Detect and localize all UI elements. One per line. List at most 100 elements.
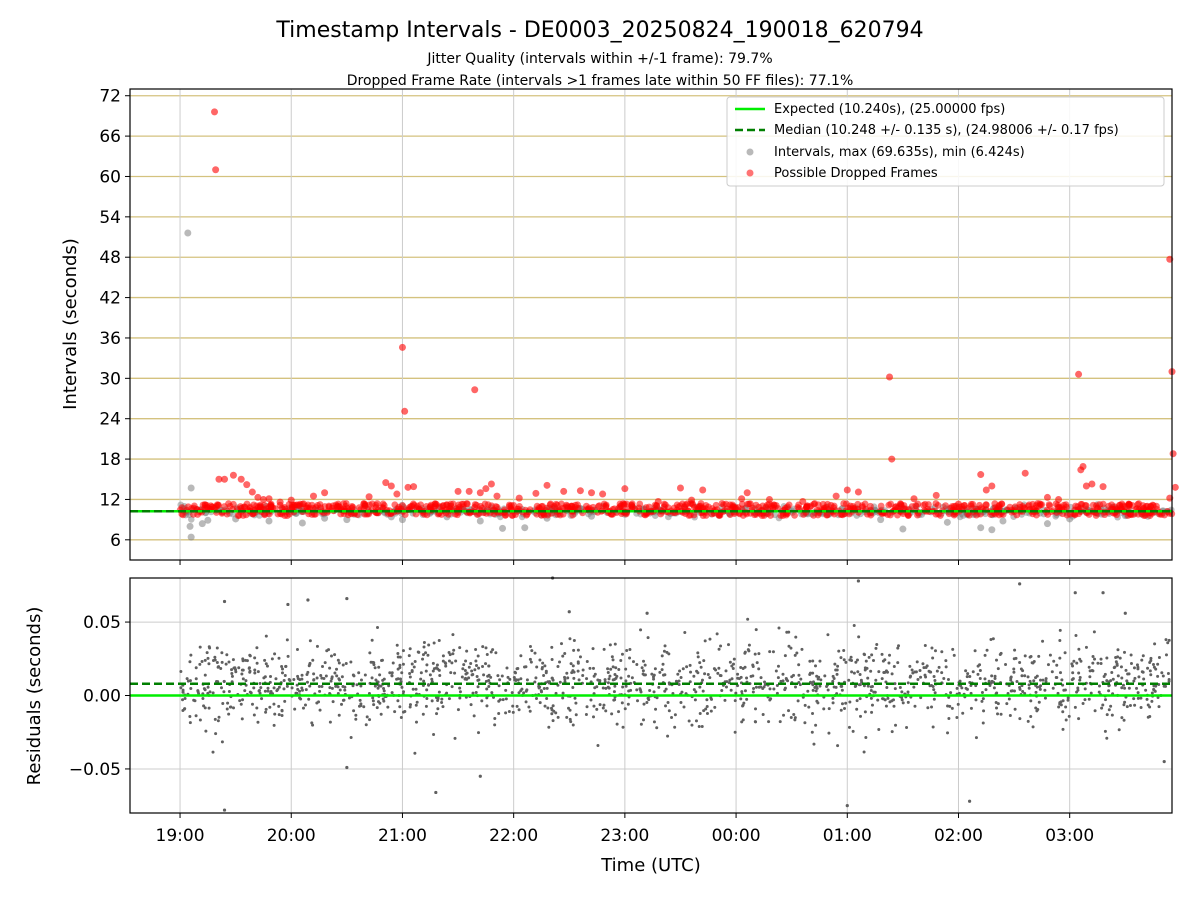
legend-intervals-label: Intervals, max (69.635s), min (6.424s) — [774, 145, 1025, 160]
residual-point — [1037, 700, 1041, 704]
residual-point — [1039, 684, 1043, 688]
residual-point — [1148, 714, 1152, 718]
residual-point — [396, 667, 400, 671]
residual-point — [516, 678, 520, 682]
residual-point — [983, 677, 987, 681]
residual-point — [999, 712, 1003, 716]
residual-point — [727, 681, 731, 685]
residual-point — [944, 665, 948, 669]
residual-point — [719, 644, 723, 648]
residual-point — [1026, 719, 1030, 723]
residual-point — [950, 706, 954, 710]
residual-point — [921, 662, 925, 666]
residual-point — [595, 707, 599, 711]
interval-point — [988, 526, 996, 534]
residual-point — [1066, 698, 1070, 702]
residual-point — [689, 670, 693, 674]
residual-point — [784, 677, 788, 681]
residual-point — [545, 696, 549, 700]
residual-point — [425, 696, 429, 700]
dropped-frame-point — [699, 486, 707, 494]
residual-point — [283, 673, 287, 677]
residual-point — [572, 676, 576, 680]
residual-point — [358, 698, 362, 702]
residual-point — [543, 664, 547, 668]
dropped-frame-point — [235, 511, 243, 519]
residual-point — [831, 696, 835, 700]
dropped-frame-point — [1129, 502, 1136, 509]
dropped-frame-point — [1055, 495, 1063, 503]
residual-point — [606, 670, 610, 674]
residual-point — [789, 715, 793, 719]
residual-point — [1102, 675, 1106, 679]
residual-point — [1162, 759, 1166, 764]
residual-point — [839, 708, 843, 712]
residual-point — [318, 708, 322, 712]
residual-point — [1091, 669, 1095, 673]
residual-point — [399, 715, 403, 719]
residual-point — [1035, 674, 1039, 678]
dropped-frame-point — [1035, 502, 1043, 510]
residual-point — [312, 672, 316, 676]
residual-point — [771, 650, 775, 654]
residual-point — [754, 707, 758, 711]
residual-point — [215, 660, 219, 664]
residual-point — [490, 691, 494, 695]
legend-intervals-marker — [746, 148, 754, 156]
residual-point — [400, 685, 404, 689]
dropped-frame-point — [1171, 483, 1179, 491]
dropped-frame-point — [767, 512, 774, 519]
residual-point — [230, 674, 234, 678]
residual-point — [892, 665, 896, 669]
residual-point — [688, 663, 692, 667]
residual-point — [628, 656, 632, 660]
dropped-frame-point — [977, 471, 985, 479]
dropped-frame-point — [365, 493, 373, 501]
residual-point — [371, 699, 375, 703]
residual-point — [230, 671, 234, 675]
residual-point — [469, 703, 473, 707]
residual-point — [300, 686, 304, 690]
residual-point — [614, 666, 618, 670]
residual-point — [1034, 690, 1038, 694]
residual-point — [694, 719, 698, 723]
residual-point — [285, 638, 289, 642]
residual-point — [588, 666, 592, 670]
residual-point — [1146, 666, 1150, 670]
interval-point — [899, 525, 907, 533]
residual-point — [928, 670, 932, 674]
residual-point — [922, 666, 926, 670]
interval-point — [1043, 520, 1051, 528]
x-tick-label: 01:00 — [823, 826, 872, 846]
residual-point — [544, 669, 548, 673]
residual-point — [354, 717, 358, 721]
residual-point — [1027, 683, 1031, 687]
interval-point — [943, 518, 951, 526]
residual-point — [578, 655, 582, 659]
residual-point — [610, 655, 614, 659]
residual-point — [767, 720, 771, 724]
residual-point — [1099, 661, 1103, 665]
bottom-panel-ticks: 0.05 0.00 −0.05 19:00 20:00 21:00 22:00 23:00 00… — [69, 613, 1094, 846]
interval-point — [198, 520, 206, 528]
residual-point — [852, 624, 856, 628]
dropped-frame-point — [482, 485, 490, 493]
residual-point — [282, 679, 286, 683]
residual-point — [247, 666, 251, 670]
residual-point — [376, 626, 380, 630]
residual-point — [1031, 725, 1035, 729]
residual-point — [264, 662, 268, 666]
residual-point — [811, 711, 815, 715]
residual-point — [850, 659, 854, 663]
dropped-frame-point — [738, 495, 746, 503]
x-tick-label: 03:00 — [1045, 826, 1094, 846]
residual-point — [896, 646, 900, 650]
dropped-frame-point — [487, 480, 495, 488]
top-y-tick-label: 54 — [99, 208, 121, 228]
residual-point — [974, 698, 978, 702]
residual-point — [603, 678, 607, 682]
dropped-frame-point — [791, 511, 798, 519]
residual-point — [715, 632, 719, 636]
residual-point — [662, 649, 666, 653]
residual-point — [365, 715, 369, 719]
